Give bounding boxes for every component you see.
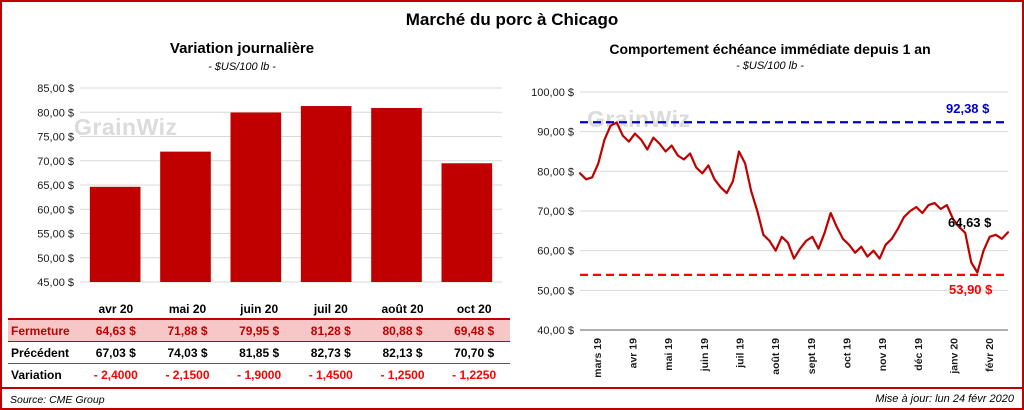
line-x-tick-label: juin 19: [699, 338, 711, 372]
line-x-tick-label: sept 19: [806, 338, 818, 374]
line-y-tick-label: 60,00 $: [537, 246, 574, 258]
high-value-annotation: 92,38 $: [946, 101, 990, 116]
line-x-tick-label: avr 19: [628, 338, 640, 369]
low-value-annotation: 53,90 $: [949, 282, 993, 297]
bar-y-tick-label: 70,00 $: [37, 156, 74, 168]
table-cell: - 2,1500: [165, 368, 210, 382]
bar-y-tick-label: 60,00 $: [37, 204, 74, 216]
bar: [371, 107, 422, 283]
row-label: Variation: [11, 368, 62, 382]
table-cell: - 1,2500: [380, 368, 425, 382]
table-cell: 74,03 $: [167, 345, 208, 360]
column-header: juin 20: [240, 302, 279, 316]
updated-note: Mise à jour: lun 24 févr 2020: [875, 393, 1014, 405]
column-header: avr 20: [98, 302, 134, 316]
table-cell: - 1,4500: [308, 368, 353, 382]
footer-divider: [2, 387, 1022, 389]
row-label: Précédent: [11, 345, 70, 360]
line-y-tick-label: 90,00 $: [537, 127, 574, 139]
bar: [89, 186, 141, 282]
line-y-tick-label: 70,00 $: [537, 206, 574, 218]
table-header-row: avr 20 mai 20 juin 20 juil 20 août 20 oc…: [8, 300, 510, 320]
line-x-tick-label: mai 19: [663, 338, 675, 371]
table-row-variation: Variation - 2,4000 - 2,1500 - 1,9000 - 1…: [8, 364, 510, 386]
table-cell: 67,03 $: [95, 345, 136, 360]
table-cell: 82,73 $: [310, 345, 351, 360]
table-cell: - 1,2250: [452, 368, 497, 382]
line-x-tick-label: oct 19: [842, 338, 854, 369]
table-row-precedent: Précédent 67,03 $ 74,03 $ 81,85 $ 82,73 …: [8, 342, 510, 364]
bar: [441, 163, 493, 282]
table-cell: 80,88 $: [382, 323, 423, 338]
table-cell: 64,63 $: [95, 323, 136, 338]
bar: [160, 151, 211, 282]
bar-y-tick-label: 80,00 $: [37, 107, 74, 119]
bar-chart-title: Variation journalière: [169, 40, 315, 57]
bar-y-tick-label: 55,00 $: [37, 229, 74, 241]
page-title: Marché du porc à Chicago: [405, 10, 619, 29]
table-cell: 79,95 $: [239, 323, 280, 338]
table-cell: 82,13 $: [382, 345, 423, 360]
line-x-tick-label: nov 19: [877, 338, 889, 371]
price-line: [578, 121, 1010, 274]
grainwiz-watermark: GrainWiz: [74, 114, 178, 140]
line-chart: 100,00 $ 90,00 $ 80,00 $ 70,00 $ 60,00 $ 50,0…: [531, 87, 1010, 378]
table-cell: 81,85 $: [239, 345, 280, 360]
line-x-tick-label: mars 19: [592, 338, 604, 378]
table-cell: 81,28 $: [310, 323, 351, 338]
line-chart-subtitle: - $US/100 lb -: [736, 60, 804, 72]
bar-chart: 85,00 $ 80,00 $ 75,00 $ 70,00 $ 65,00 $ 60,00…: [37, 83, 502, 289]
bar: [230, 112, 282, 283]
column-header: juil 20: [313, 302, 348, 316]
bar-y-tick-label: 50,00 $: [37, 253, 74, 265]
line-x-tick-label: févr 20: [984, 338, 996, 372]
bar-y-tick-label: 65,00 $: [37, 180, 74, 192]
column-header: oct 20: [456, 302, 492, 316]
column-header: août 20: [381, 302, 424, 316]
grainwiz-watermark: GrainWiz: [587, 106, 691, 132]
price-table: avr 20 mai 20 juin 20 juil 20 août 20 oc…: [8, 300, 510, 386]
bar-y-tick-label: 85,00 $: [37, 83, 74, 95]
bar-y-tick-label: 75,00 $: [37, 132, 74, 144]
line-y-tick-label: 80,00 $: [537, 166, 574, 178]
source-note: Source: CME Group: [10, 394, 105, 406]
line-x-tick-label: janv 20: [949, 338, 961, 375]
line-y-tick-label: 100,00 $: [531, 87, 574, 99]
line-x-tick-label: août 19: [770, 338, 782, 375]
table-cell: 70,70 $: [454, 345, 495, 360]
table-cell: 71,88 $: [167, 323, 208, 338]
table-cell: - 1,9000: [237, 368, 282, 382]
bar-chart-subtitle: - $US/100 lb -: [208, 61, 276, 73]
last-value-annotation: 64,63 $: [948, 215, 992, 230]
table-cell: 69,48 $: [454, 323, 495, 338]
line-y-tick-label: 40,00 $: [537, 325, 574, 337]
bar-y-tick-label: 45,00 $: [37, 277, 74, 289]
table-cell: - 2,4000: [93, 368, 138, 382]
table-row-fermeture: Fermeture 64,63 $ 71,88 $ 79,95 $ 81,28 …: [8, 320, 510, 342]
line-x-tick-label: déc 19: [913, 338, 925, 371]
bar: [300, 106, 352, 283]
line-chart-title: Comportement échéance immédiate depuis 1…: [609, 41, 931, 57]
column-header: mai 20: [168, 302, 207, 316]
line-y-tick-label: 50,00 $: [537, 285, 574, 297]
line-x-tick-label: juil 19: [735, 338, 747, 369]
row-label: Fermeture: [11, 323, 70, 338]
